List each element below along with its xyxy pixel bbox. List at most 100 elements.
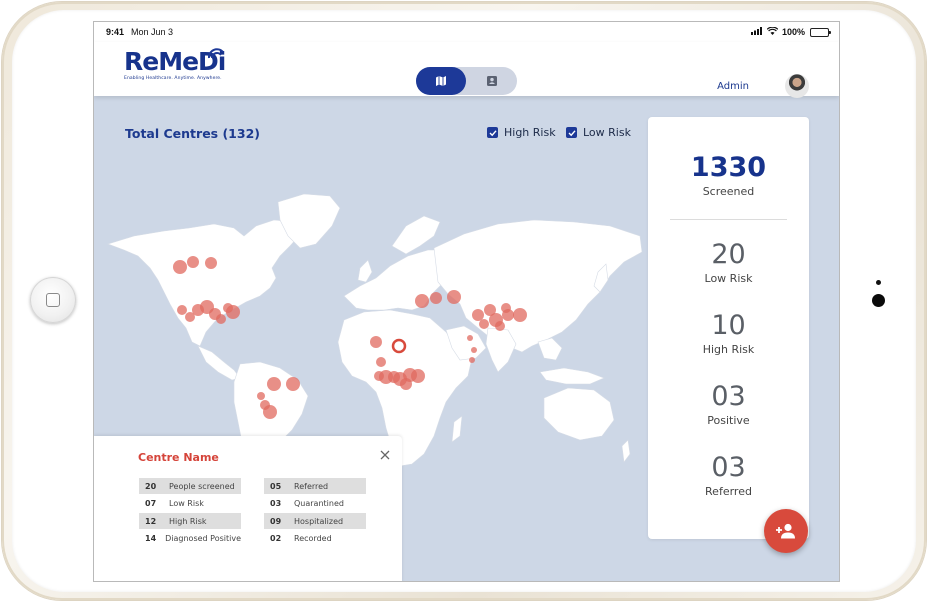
row-label: People screened	[169, 481, 235, 491]
centre-markers[interactable]	[173, 256, 527, 419]
user-name[interactable]: Admin	[717, 81, 749, 92]
popup-row: 20 People screened	[139, 478, 241, 494]
map-view-button[interactable]	[416, 67, 466, 95]
land-scandinavia	[391, 215, 441, 255]
stat-high-risk: 10 High Risk	[648, 310, 809, 357]
centre-marker[interactable]	[501, 303, 511, 313]
centre-marker[interactable]	[223, 303, 233, 313]
total-centres-label: Total Centres (132)	[125, 126, 260, 141]
centre-marker[interactable]	[370, 336, 382, 348]
remedi-logo[interactable]: ReMeDi Enabling Healthcare. Anytime. Any…	[124, 48, 234, 89]
centre-marker[interactable]	[479, 319, 489, 329]
centre-marker[interactable]	[484, 304, 496, 316]
row-label: Low Risk	[169, 498, 204, 508]
stats-panel: 1330 Screened 20 Low Risk 10 High Risk 0…	[648, 117, 809, 539]
centre-marker[interactable]	[173, 260, 187, 274]
centre-marker[interactable]	[411, 369, 425, 383]
popup-row: 03 Quarantined	[264, 495, 366, 511]
centre-marker[interactable]	[513, 308, 527, 322]
land-central-america	[197, 345, 241, 381]
camera-lens	[872, 294, 885, 307]
status-date: Mon Jun 3	[131, 27, 174, 37]
stat-screened: 1330 Screened	[648, 153, 809, 199]
add-patient-button[interactable]	[764, 509, 808, 553]
popup-row: 12 High Risk	[139, 513, 241, 529]
centre-marker[interactable]	[415, 294, 429, 308]
popup-row: 14 Diagnosed Positive	[139, 530, 241, 546]
filter-low-risk[interactable]: Low Risk	[566, 126, 631, 139]
centre-marker[interactable]	[263, 405, 277, 419]
land-uk	[357, 259, 373, 283]
centre-marker[interactable]	[400, 378, 412, 390]
popup-row: 07 Low Risk	[139, 495, 241, 511]
stat-screened-label: Screened	[702, 185, 755, 198]
popup-row: 02 Recorded	[264, 530, 366, 546]
row-label: Hospitalized	[294, 516, 344, 526]
row-number: 20	[145, 481, 157, 491]
stat-low-risk: 20 Low Risk	[648, 239, 809, 286]
contact-card-icon	[487, 76, 497, 86]
battery-percent: 100%	[781, 27, 805, 37]
centre-marker[interactable]	[216, 314, 226, 324]
centre-marker[interactable]	[286, 377, 300, 391]
centre-marker[interactable]	[205, 257, 217, 269]
status-bar: 9:41 Mon Jun 3 100%	[94, 22, 839, 42]
row-label: Recorded	[294, 533, 332, 543]
land-japan	[593, 263, 609, 293]
close-icon[interactable]	[378, 448, 392, 462]
filter-high-risk[interactable]: High Risk	[487, 126, 556, 139]
stat-positive-value: 03	[711, 381, 746, 412]
logo-signal-icon	[207, 48, 224, 59]
centre-marker[interactable]	[185, 312, 195, 322]
row-number: 09	[270, 516, 282, 526]
centre-marker[interactable]	[177, 305, 187, 315]
filter-label-high-risk: High Risk	[504, 126, 556, 139]
centre-marker[interactable]	[430, 292, 442, 304]
centre-marker[interactable]	[471, 347, 477, 353]
popup-row: 05 Referred	[264, 478, 366, 494]
selected-centre-marker[interactable]	[391, 338, 407, 354]
centre-marker[interactable]	[472, 309, 484, 321]
stat-low-risk-value: 20	[711, 239, 746, 270]
centre-marker[interactable]	[376, 357, 386, 367]
stat-referred: 03 Referred	[648, 452, 809, 499]
row-number: 03	[270, 498, 282, 508]
list-view-button[interactable]	[467, 67, 517, 95]
status-right: 100%	[750, 26, 805, 37]
stat-high-risk-value: 10	[711, 310, 746, 341]
map-icon	[436, 76, 446, 86]
centre-marker[interactable]	[469, 357, 475, 363]
checkbox-low-risk[interactable]	[566, 127, 577, 138]
centre-marker[interactable]	[467, 335, 473, 341]
popup-row: 09 Hospitalized	[264, 513, 366, 529]
row-label: Referred	[294, 481, 329, 491]
battery-icon	[810, 28, 831, 37]
app-header: ReMeDi Enabling Healthcare. Anytime. Any…	[94, 42, 839, 98]
avatar[interactable]	[785, 74, 809, 98]
centre-marker[interactable]	[187, 256, 199, 268]
checkbox-high-risk[interactable]	[487, 127, 498, 138]
wifi-icon	[766, 26, 779, 37]
centre-marker[interactable]	[447, 290, 461, 304]
logo-tagline: Enabling Healthcare. Anytime. Anywhere.	[124, 76, 222, 81]
stats-divider	[670, 219, 787, 220]
stat-referred-label: Referred	[705, 485, 752, 498]
home-square-icon	[46, 293, 60, 307]
sensor-dot	[876, 280, 881, 285]
row-label: Diagnosed Positive	[165, 533, 241, 543]
centre-marker[interactable]	[495, 321, 505, 331]
home-button[interactable]	[30, 277, 76, 323]
centre-details-popup: Centre Name 20 People screened 07 Low Ri…	[94, 436, 402, 581]
app-screen: 9:41 Mon Jun 3 100% ReMeDi Enabling Heal…	[93, 21, 840, 582]
land-indonesia	[539, 367, 605, 385]
land-india	[485, 327, 517, 373]
row-number: 05	[270, 481, 282, 491]
stat-referred-value: 03	[711, 452, 746, 483]
centre-marker[interactable]	[267, 377, 281, 391]
row-number: 12	[145, 516, 157, 526]
row-number: 02	[270, 533, 282, 543]
status-time: 9:41	[106, 27, 125, 37]
centre-marker[interactable]	[257, 392, 265, 400]
land-southeast-asia	[537, 337, 563, 361]
row-label: High Risk	[169, 516, 207, 526]
